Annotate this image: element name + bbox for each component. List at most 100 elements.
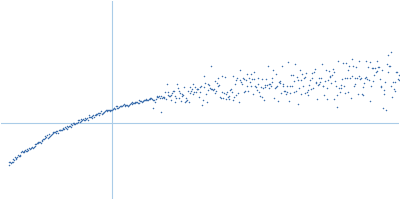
- Point: [308, 87, 314, 91]
- Point: [252, 84, 258, 87]
- Point: [132, 101, 139, 104]
- Point: [297, 68, 303, 72]
- Point: [36, 140, 42, 143]
- Point: [341, 76, 348, 80]
- Point: [147, 96, 154, 99]
- Point: [138, 100, 145, 104]
- Point: [161, 96, 168, 99]
- Point: [178, 95, 185, 98]
- Point: [180, 93, 186, 97]
- Point: [280, 84, 286, 87]
- Point: [80, 117, 86, 120]
- Point: [118, 104, 124, 107]
- Point: [374, 60, 380, 63]
- Point: [104, 108, 110, 112]
- Point: [40, 138, 46, 141]
- Point: [171, 89, 177, 93]
- Point: [109, 108, 115, 111]
- Point: [287, 84, 294, 88]
- Point: [12, 157, 19, 160]
- Point: [20, 150, 26, 154]
- Point: [395, 73, 400, 76]
- Point: [141, 99, 147, 102]
- Point: [326, 75, 333, 78]
- Point: [136, 99, 142, 102]
- Point: [205, 88, 212, 91]
- Point: [312, 67, 318, 70]
- Point: [87, 115, 93, 118]
- Point: [214, 82, 220, 85]
- Point: [267, 83, 273, 86]
- Point: [303, 72, 309, 75]
- Point: [29, 145, 35, 148]
- Point: [113, 105, 119, 108]
- Point: [394, 71, 400, 74]
- Point: [136, 101, 143, 104]
- Point: [156, 96, 163, 99]
- Point: [366, 78, 372, 81]
- Point: [83, 117, 89, 120]
- Point: [226, 98, 233, 101]
- Point: [92, 114, 98, 117]
- Point: [63, 127, 69, 130]
- Point: [82, 117, 88, 120]
- Point: [344, 90, 351, 93]
- Point: [160, 95, 166, 99]
- Point: [396, 79, 400, 82]
- Point: [49, 132, 56, 135]
- Point: [91, 115, 97, 118]
- Point: [334, 94, 341, 97]
- Point: [14, 155, 20, 159]
- Point: [64, 124, 70, 127]
- Point: [178, 99, 184, 103]
- Point: [182, 100, 188, 103]
- Point: [213, 89, 219, 93]
- Point: [82, 119, 88, 122]
- Point: [99, 113, 105, 116]
- Point: [311, 70, 317, 73]
- Point: [286, 92, 293, 95]
- Point: [143, 98, 150, 101]
- Point: [233, 79, 240, 82]
- Point: [85, 115, 92, 118]
- Point: [17, 153, 24, 157]
- Point: [315, 83, 321, 87]
- Point: [374, 69, 380, 73]
- Point: [122, 104, 128, 107]
- Point: [242, 89, 248, 93]
- Point: [283, 85, 290, 88]
- Point: [204, 82, 211, 85]
- Point: [261, 98, 267, 102]
- Point: [236, 78, 243, 81]
- Point: [159, 96, 165, 99]
- Point: [189, 88, 195, 91]
- Point: [71, 122, 78, 125]
- Point: [222, 97, 229, 100]
- Point: [30, 147, 36, 150]
- Point: [66, 124, 72, 128]
- Point: [337, 83, 344, 87]
- Point: [79, 119, 86, 122]
- Point: [174, 83, 180, 86]
- Point: [139, 99, 146, 102]
- Point: [381, 89, 388, 92]
- Point: [193, 87, 200, 90]
- Point: [256, 90, 262, 93]
- Point: [48, 133, 54, 137]
- Point: [209, 87, 216, 90]
- Point: [321, 93, 327, 96]
- Point: [110, 106, 117, 110]
- Point: [187, 92, 194, 95]
- Point: [292, 63, 298, 66]
- Point: [342, 91, 348, 94]
- Point: [162, 91, 168, 94]
- Point: [384, 62, 390, 65]
- Point: [148, 96, 154, 99]
- Point: [129, 100, 136, 104]
- Point: [16, 155, 22, 158]
- Point: [31, 144, 38, 147]
- Point: [164, 82, 170, 86]
- Point: [316, 76, 323, 80]
- Point: [245, 90, 252, 93]
- Point: [272, 86, 279, 89]
